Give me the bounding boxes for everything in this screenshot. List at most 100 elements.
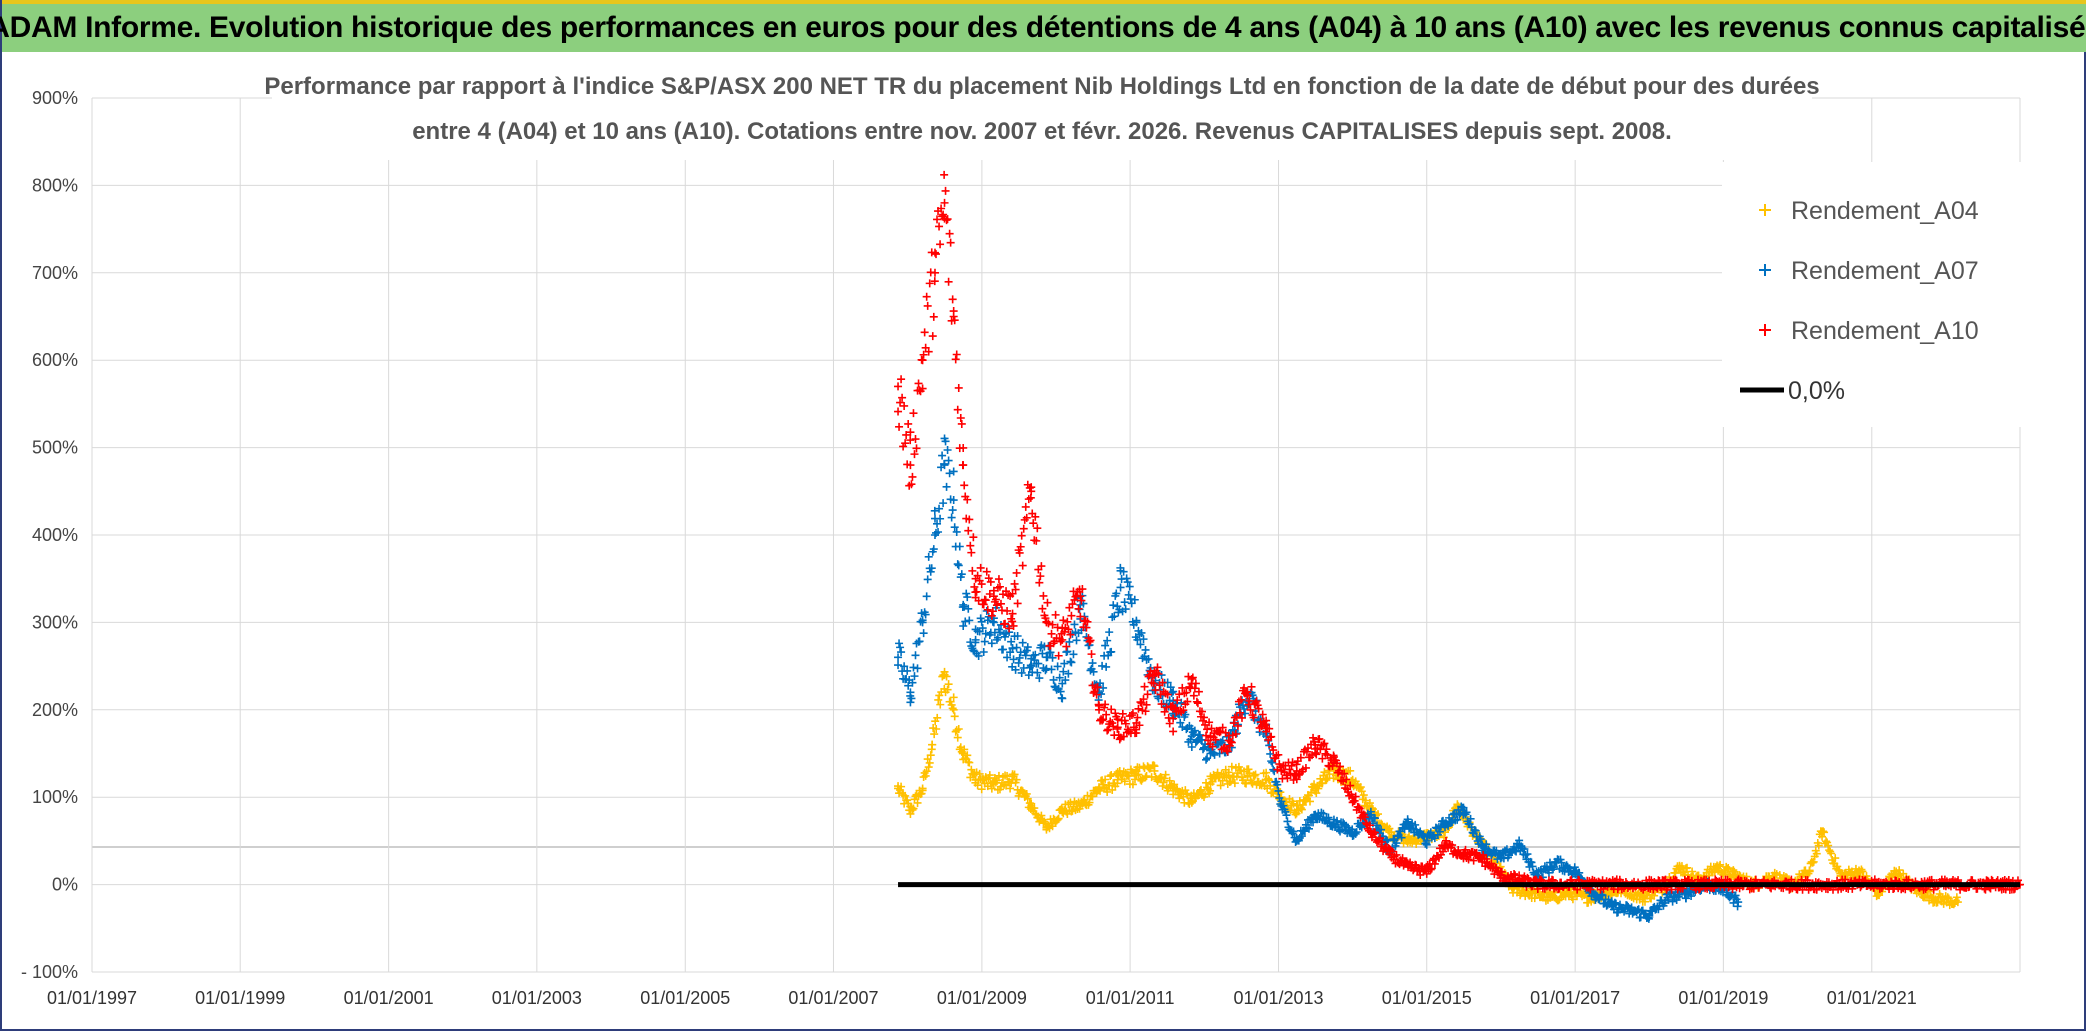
data-point-marker [1055, 673, 1064, 682]
data-point-marker [948, 704, 957, 713]
data-point-marker [1229, 719, 1238, 728]
data-point-marker [1103, 726, 1112, 735]
data-point-marker [1527, 889, 1536, 898]
data-point-marker [1021, 502, 1030, 511]
data-point-marker [1008, 775, 1017, 784]
data-point-marker [1478, 841, 1487, 850]
data-point-marker [1824, 841, 1833, 850]
data-point-marker [962, 589, 971, 598]
data-point-marker [1638, 893, 1647, 902]
data-point-marker [1112, 589, 1121, 598]
data-point-marker [1366, 828, 1375, 837]
data-point-marker [1128, 780, 1137, 789]
data-point-marker [1819, 827, 1828, 836]
data-point-marker [1438, 847, 1447, 856]
series-Rendement_A07 [894, 434, 1743, 923]
data-point-marker [963, 751, 972, 760]
data-point-marker [953, 560, 962, 569]
data-point-marker [906, 806, 915, 815]
data-point-marker [1105, 781, 1114, 790]
data-point-marker [1466, 814, 1475, 823]
data-point-marker [1008, 644, 1017, 653]
data-point-marker [1107, 647, 1116, 656]
data-point-marker [1076, 801, 1085, 810]
data-point-marker [1302, 747, 1311, 756]
data-point-marker [1654, 905, 1663, 914]
data-point-marker [1348, 828, 1357, 837]
data-point-marker [1530, 894, 1539, 903]
data-point-marker [978, 624, 987, 633]
x-tick-label: 01/01/2011 [1086, 988, 1175, 1008]
data-point-marker [913, 798, 922, 807]
data-point-marker [953, 733, 962, 742]
data-point-marker [1392, 850, 1401, 859]
y-tick-label: 500% [32, 438, 78, 458]
data-point-marker [942, 216, 951, 225]
data-point-marker [924, 763, 933, 772]
data-point-marker [1435, 827, 1444, 836]
data-point-marker [1038, 604, 1047, 613]
data-point-marker [918, 784, 927, 793]
data-point-marker [972, 587, 981, 596]
data-point-marker [1232, 713, 1241, 722]
data-point-marker [952, 350, 961, 359]
data-point-marker [948, 506, 957, 515]
data-point-marker [930, 248, 939, 257]
data-point-marker [1132, 618, 1141, 627]
x-tick-label: 01/01/2021 [1827, 988, 1917, 1008]
data-point-marker [1312, 750, 1321, 759]
data-point-marker [1067, 658, 1076, 667]
data-point-marker [994, 575, 1003, 584]
data-point-marker [1150, 766, 1159, 775]
data-point-marker [1033, 668, 1042, 677]
data-point-marker [930, 506, 939, 515]
data-point-marker [1342, 775, 1351, 784]
data-point-marker [945, 469, 954, 478]
legend: Rendement_A04 Rendement_A07 Rendement_A10 0… [1722, 162, 2022, 427]
data-point-marker [1064, 625, 1073, 634]
data-point-marker [1158, 678, 1167, 687]
data-point-marker [1202, 755, 1211, 764]
data-point-marker [1315, 734, 1324, 743]
data-point-marker [1009, 655, 1018, 664]
data-point-marker [1005, 624, 1014, 633]
data-point-marker [928, 740, 937, 749]
data-point-marker [1115, 735, 1124, 744]
data-point-marker [1199, 745, 1207, 754]
data-point-marker [1042, 618, 1051, 627]
data-point-marker [1116, 583, 1125, 592]
data-point-marker [951, 355, 960, 364]
data-point-marker [1336, 762, 1345, 771]
data-point-marker [945, 229, 954, 238]
data-point-marker [1203, 725, 1212, 734]
data-point-marker [1201, 790, 1210, 799]
data-point-marker [911, 651, 920, 660]
data-point-marker [987, 639, 996, 648]
data-point-marker [1063, 647, 1072, 656]
data-point-marker [1031, 809, 1040, 818]
data-point-marker [1160, 774, 1169, 783]
data-point-marker [965, 616, 974, 625]
data-point-marker [1105, 628, 1114, 637]
data-point-marker [1249, 713, 1258, 722]
data-point-marker [906, 436, 915, 445]
data-point-marker [1544, 868, 1553, 877]
data-point-marker [954, 561, 963, 570]
data-point-marker [924, 552, 933, 561]
data-point-marker [1144, 654, 1153, 663]
data-point-marker [974, 596, 983, 605]
data-point-marker [1008, 589, 1017, 598]
data-point-marker [1196, 785, 1205, 794]
data-point-marker [1008, 617, 1017, 626]
data-point-marker [1552, 858, 1561, 867]
data-point-marker [932, 724, 941, 733]
data-point-marker [1021, 651, 1030, 660]
data-point-marker [1487, 851, 1496, 860]
data-point-marker [981, 629, 990, 638]
data-point-marker [948, 295, 957, 304]
data-point-marker [908, 472, 917, 481]
data-point-marker [1122, 574, 1131, 583]
data-point-marker [1199, 716, 1207, 725]
data-point-marker [1688, 867, 1697, 876]
data-point-marker [906, 688, 915, 697]
